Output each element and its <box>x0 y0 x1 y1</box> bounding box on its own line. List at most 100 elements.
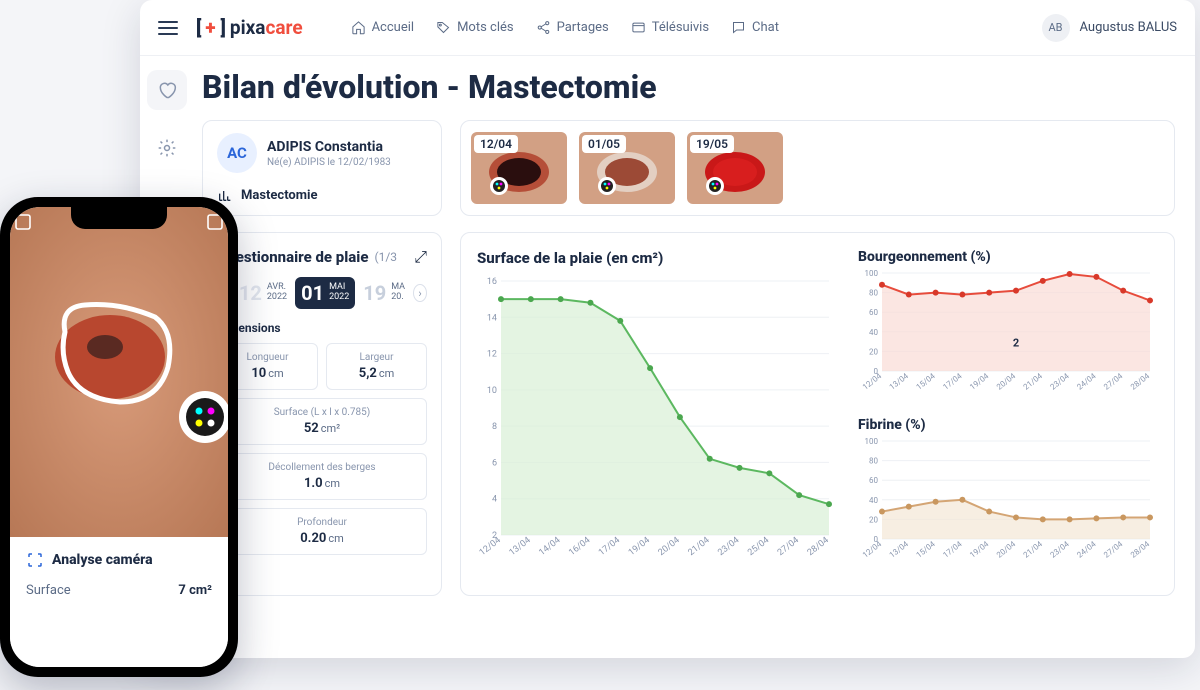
svg-text:80: 80 <box>869 457 878 466</box>
svg-text:17/04: 17/04 <box>941 539 964 560</box>
svg-text:100: 100 <box>865 437 879 446</box>
svg-text:60: 60 <box>869 308 878 317</box>
svg-text:24/04: 24/04 <box>1075 371 1098 392</box>
nav-shares-label: Partages <box>557 20 609 35</box>
surface-chart-title: Surface de la plaie (en cm²) <box>477 249 838 267</box>
nav-tele[interactable]: Télésuivis <box>631 20 709 35</box>
svg-text:60: 60 <box>869 476 878 485</box>
svg-text:12/04: 12/04 <box>478 535 503 558</box>
svg-text:12: 12 <box>487 350 497 360</box>
fibrine-chart: 02040608010012/0413/0415/0417/0419/0420/… <box>858 437 1158 577</box>
svg-text:19/04: 19/04 <box>627 535 652 558</box>
svg-text:14/04: 14/04 <box>537 535 562 558</box>
nav-home-label: Accueil <box>372 20 414 35</box>
svg-text:15/04: 15/04 <box>915 371 938 392</box>
svg-text:28/04: 28/04 <box>806 535 831 558</box>
svg-text:16: 16 <box>487 277 497 287</box>
questionnaire-count: (1/3 <box>374 250 397 264</box>
svg-text:13/04: 13/04 <box>888 371 911 392</box>
phone-analysis-title: Analyse caméra <box>52 552 153 568</box>
phone-notch <box>71 207 167 229</box>
user-avatar: AB <box>1042 14 1070 42</box>
surface-chart: 24681012141612/0413/0414/0416/0417/0419/… <box>477 275 838 579</box>
wound-thumbnail[interactable]: 12/04 <box>471 132 567 204</box>
patient-name: ADIPIS Constantia <box>267 139 391 155</box>
wound-photo-strip: 12/04 01/05 19/05 <box>460 120 1175 216</box>
expand-icon[interactable]: ⤢ <box>414 247 427 267</box>
svg-text:24/04: 24/04 <box>1075 539 1098 560</box>
fibrine-chart-title: Fibrine (%) <box>858 417 1158 433</box>
svg-text:12/04: 12/04 <box>861 371 884 392</box>
topbar: [+] pixacare Accueil Mots clés Partages … <box>140 0 1195 56</box>
date-option[interactable]: 01MAI2022 <box>295 277 355 309</box>
patient-procedure: Mastectomie <box>217 187 427 203</box>
charts-panel: Surface de la plaie (en cm²) 24681012141… <box>460 232 1175 596</box>
svg-text:28/04: 28/04 <box>1129 539 1152 560</box>
dimension-cell: Profondeur0.20cm <box>217 508 427 555</box>
nav-chat-label: Chat <box>752 20 779 35</box>
user-menu[interactable]: AB Augustus BALUS <box>1042 14 1178 42</box>
wound-thumbnail[interactable]: 01/05 <box>579 132 675 204</box>
svg-text:20/04: 20/04 <box>995 371 1018 392</box>
page-title: Bilan d'évolution - Mastectomie <box>202 68 1175 106</box>
phone-wound-photo <box>10 207 228 537</box>
date-option[interactable]: 19MA20. <box>357 277 411 309</box>
svg-text:20: 20 <box>869 347 878 356</box>
svg-text:10: 10 <box>487 386 497 396</box>
svg-text:100: 100 <box>865 269 879 278</box>
date-option[interactable]: 12AVR.2022 <box>233 277 293 309</box>
svg-text:19/04: 19/04 <box>968 371 991 392</box>
svg-text:17/04: 17/04 <box>941 371 964 392</box>
svg-text:12/04: 12/04 <box>861 539 884 560</box>
date-next-button[interactable]: › <box>413 284 427 302</box>
nav-keywords-label: Mots clés <box>457 20 514 35</box>
scan-icon <box>26 551 44 569</box>
svg-text:21/04: 21/04 <box>1022 539 1045 560</box>
main-content: Bilan d'évolution - Mastectomie AC ADIPI… <box>194 56 1195 658</box>
svg-text:23/04: 23/04 <box>1049 539 1072 560</box>
svg-text:27/04: 27/04 <box>776 535 801 558</box>
svg-text:20/04: 20/04 <box>657 535 682 558</box>
nav-shares[interactable]: Partages <box>536 20 609 35</box>
nav-chat[interactable]: Chat <box>731 20 779 35</box>
rail-heart-icon[interactable] <box>147 70 187 110</box>
svg-text:80: 80 <box>869 289 878 298</box>
dimension-cell: Surface (L x l x 0.785)52cm² <box>217 398 427 445</box>
svg-text:8: 8 <box>492 422 497 432</box>
svg-text:4: 4 <box>492 495 497 505</box>
dimensions-heading: Dimensions <box>217 321 427 335</box>
svg-text:25/04: 25/04 <box>746 535 771 558</box>
brand-logo[interactable]: [+] pixacare <box>196 16 303 39</box>
questionnaire-title: Questionnaire de plaie <box>217 248 368 266</box>
svg-text:40: 40 <box>869 328 878 337</box>
phone-mockup: Analyse caméra Surface 7 cm² <box>0 197 238 677</box>
svg-text:17/04: 17/04 <box>597 535 622 558</box>
svg-text:21/04: 21/04 <box>1022 371 1045 392</box>
nav-home[interactable]: Accueil <box>351 20 414 35</box>
menu-icon[interactable] <box>158 21 178 35</box>
phone-surface-value: 7 cm² <box>178 583 212 598</box>
date-selector: ‹ 12AVR.202201MAI202219MA20.› <box>217 277 427 309</box>
top-nav: Accueil Mots clés Partages Télésuivis Ch… <box>351 20 779 35</box>
patient-birthdate: Né(e) ADIPIS le 12/02/1983 <box>267 157 391 168</box>
svg-text:2: 2 <box>1013 337 1019 350</box>
dimension-cell: Décollement des berges1.0cm <box>217 453 427 500</box>
patient-avatar: AC <box>217 133 257 173</box>
user-name: Augustus BALUS <box>1080 20 1178 35</box>
questionnaire-panel: Questionnaire de plaie (1/3 ⤢ ‹ 12AVR.20… <box>202 232 442 596</box>
patient-card: AC ADIPIS Constantia Né(e) ADIPIS le 12/… <box>202 120 442 216</box>
rail-gear-icon[interactable] <box>147 128 187 168</box>
svg-text:20: 20 <box>869 515 878 524</box>
svg-text:13/04: 13/04 <box>508 535 533 558</box>
svg-text:28/04: 28/04 <box>1129 371 1152 392</box>
nav-tele-label: Télésuivis <box>652 20 709 35</box>
wound-thumbnail[interactable]: 19/05 <box>687 132 783 204</box>
nav-keywords[interactable]: Mots clés <box>436 20 514 35</box>
svg-text:40: 40 <box>869 496 878 505</box>
phone-surface-label: Surface <box>26 583 71 598</box>
svg-text:6: 6 <box>492 458 497 468</box>
svg-text:23/04: 23/04 <box>716 535 741 558</box>
svg-text:23/04: 23/04 <box>1049 371 1072 392</box>
phone-bottom-sheet: Analyse caméra Surface 7 cm² <box>10 537 228 667</box>
svg-text:13/04: 13/04 <box>888 539 911 560</box>
